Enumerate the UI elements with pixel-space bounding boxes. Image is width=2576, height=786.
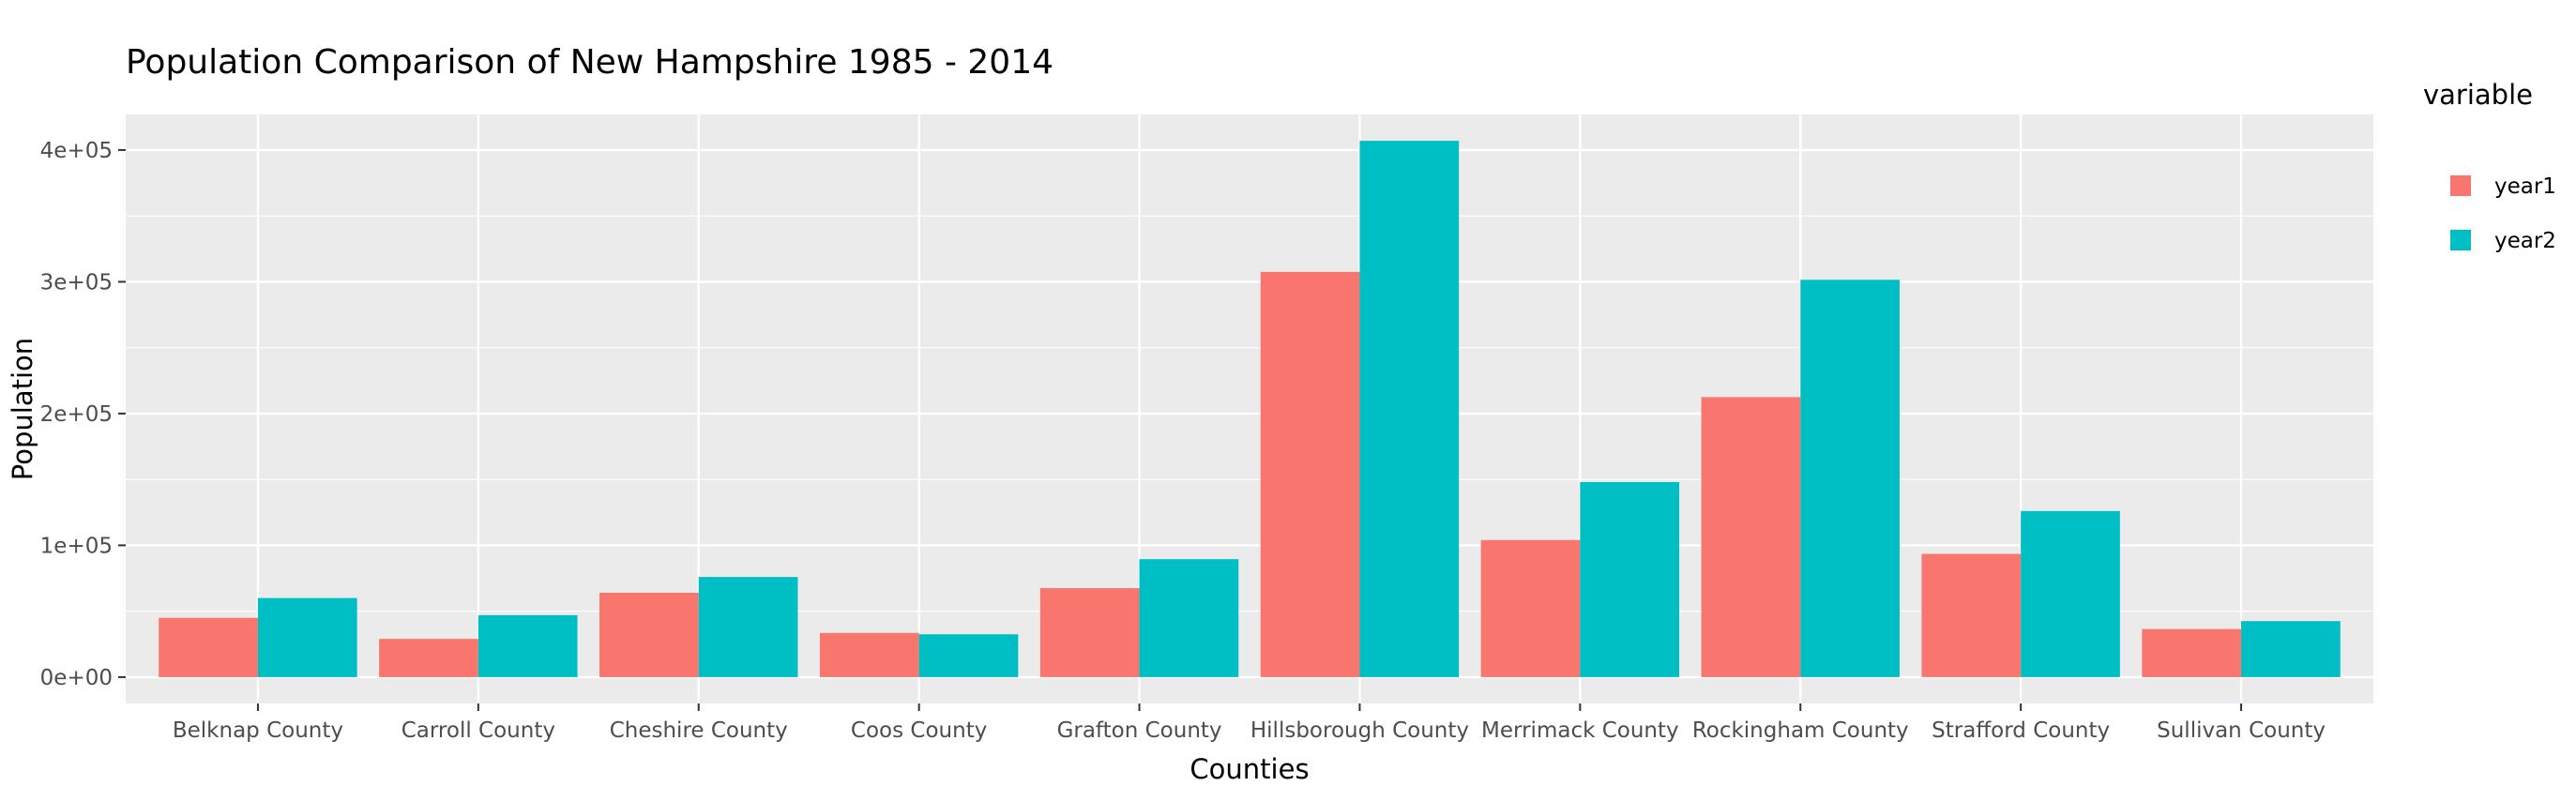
bar-year2-8 [2021, 510, 2120, 677]
y-tick-label: 0e+00 [40, 666, 113, 690]
y-axis-title: Population [7, 338, 38, 480]
bar-year2-6 [1580, 481, 1680, 677]
legend-label: year1 [2494, 174, 2556, 199]
bar-year1-2 [599, 592, 699, 677]
bar-year1-8 [1921, 553, 2022, 677]
legend-label: year2 [2494, 229, 2556, 253]
y-tick-label: 3e+05 [40, 270, 113, 295]
bar-year1-1 [379, 639, 478, 677]
axes: 0e+00 1e+05 2e+05 3e+05 4e+05 Belknap County C… [40, 139, 2326, 743]
x-tick-label: Sullivan County [2157, 718, 2326, 743]
bar-year2-3 [918, 634, 1019, 677]
x-axis-title: Counties [1190, 753, 1309, 785]
y-tick-label: 1e+05 [40, 534, 113, 558]
x-tick-label: Cheshire County [610, 718, 788, 743]
chart-title: Population Comparison of New Hampshire 1… [126, 43, 1053, 82]
bar-year1-4 [1039, 588, 1140, 677]
bar-year2-0 [257, 597, 357, 677]
bar-year1-5 [1260, 271, 1360, 677]
x-tick-label: Carroll County [402, 718, 555, 743]
x-tick-label: Merrimack County [1481, 718, 1679, 743]
legend-swatch [2450, 175, 2471, 196]
legend-swatch [2450, 230, 2471, 250]
x-tick-label: Strafford County [1932, 718, 2110, 743]
bar-year1-0 [159, 617, 258, 677]
x-tick-label: Grafton County [1057, 718, 1222, 743]
bar-year1-3 [819, 632, 919, 677]
x-tick-label: Coos County [851, 718, 987, 743]
bar-year1-7 [1701, 397, 1801, 677]
x-tick-label: Hillsborough County [1250, 718, 1469, 743]
bar-year2-2 [698, 577, 798, 677]
legend-item-year2: year2 [2450, 229, 2556, 253]
bar-year1-6 [1480, 539, 1581, 677]
bar-year2-5 [1359, 141, 1460, 677]
x-tick-label: Rockingham County [1692, 718, 1909, 743]
y-tick-label: 4e+05 [40, 139, 113, 163]
legend: variable year1 year2 [2423, 79, 2556, 253]
bar-year2-9 [2241, 621, 2341, 677]
bar-year1-9 [2142, 628, 2242, 677]
bar-year2-1 [477, 614, 578, 677]
legend-items: year1 year2 [2450, 174, 2556, 253]
bars [159, 141, 2341, 677]
legend-title: variable [2423, 79, 2533, 111]
legend-item-year1: year1 [2450, 174, 2556, 199]
x-tick-label: Belknap County [173, 718, 343, 743]
y-tick-label: 2e+05 [40, 402, 113, 427]
bar-year2-4 [1139, 559, 1239, 677]
bar-year2-7 [1800, 280, 1900, 677]
